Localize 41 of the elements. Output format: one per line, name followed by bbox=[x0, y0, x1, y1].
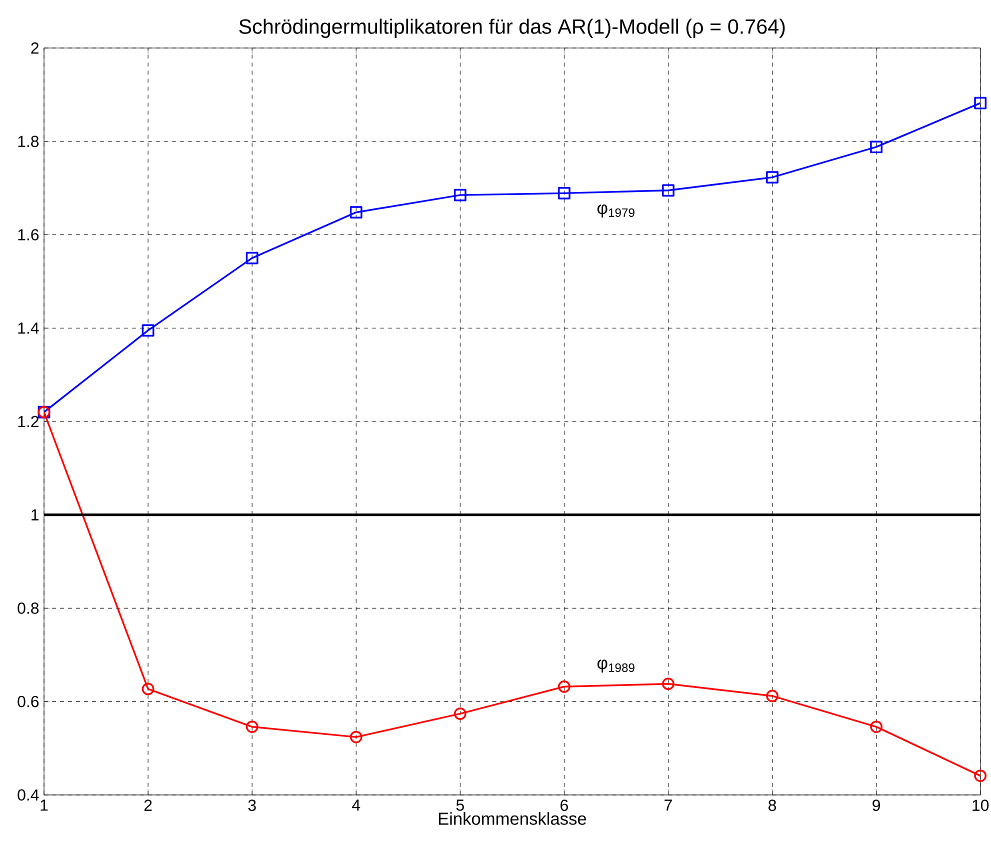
point bbox=[246, 720, 258, 733]
y-tick-label: 0.8 bbox=[18, 602, 39, 614]
point bbox=[454, 188, 466, 202]
annotation: φ$_{1979}$ bbox=[597, 204, 634, 218]
x-tick-label: 1 bbox=[40, 800, 48, 811]
y-tick-label: 2 bbox=[31, 42, 38, 54]
y-tick-label: 1.6 bbox=[18, 229, 39, 240]
y-tick-label: 1 bbox=[32, 509, 39, 520]
point bbox=[974, 96, 987, 110]
x-tick-label: 10 bbox=[972, 800, 989, 811]
x-tick-label: 3 bbox=[248, 800, 256, 811]
point bbox=[350, 206, 362, 219]
point bbox=[662, 678, 674, 690]
point bbox=[246, 252, 258, 264]
y-tick-label: 0.6 bbox=[18, 696, 39, 708]
point bbox=[766, 171, 778, 184]
y-tick-label: 0.4 bbox=[18, 789, 39, 801]
point bbox=[870, 140, 883, 154]
point bbox=[974, 770, 987, 782]
point bbox=[558, 187, 570, 200]
x-tick-label: 4 bbox=[352, 800, 360, 811]
annotation: φ$_{1989}$ bbox=[597, 660, 634, 673]
y-tick-label: 1.4 bbox=[18, 322, 39, 334]
chart-title: Schrödingermultiplikatoren für das AR(1)-Modell (ρ = 0.764) bbox=[239, 18, 785, 38]
x-tick-label: 5 bbox=[456, 800, 464, 811]
y-tick-label: 1.2 bbox=[18, 416, 38, 428]
x-tick-label: 6 bbox=[560, 800, 568, 811]
point bbox=[870, 720, 883, 733]
x-tick-label: 9 bbox=[872, 800, 880, 811]
x-axis-title: Einkommensklasse bbox=[438, 812, 586, 825]
point bbox=[454, 708, 466, 720]
point bbox=[662, 184, 674, 197]
point bbox=[766, 690, 778, 702]
y-tick-label: 1.8 bbox=[18, 136, 39, 148]
x-tick-label: 7 bbox=[664, 800, 672, 811]
x-tick-label: 2 bbox=[144, 800, 152, 811]
point bbox=[142, 682, 154, 696]
point bbox=[558, 680, 570, 693]
x-tick-label: 8 bbox=[768, 800, 776, 811]
point bbox=[142, 324, 154, 337]
point bbox=[350, 730, 362, 744]
